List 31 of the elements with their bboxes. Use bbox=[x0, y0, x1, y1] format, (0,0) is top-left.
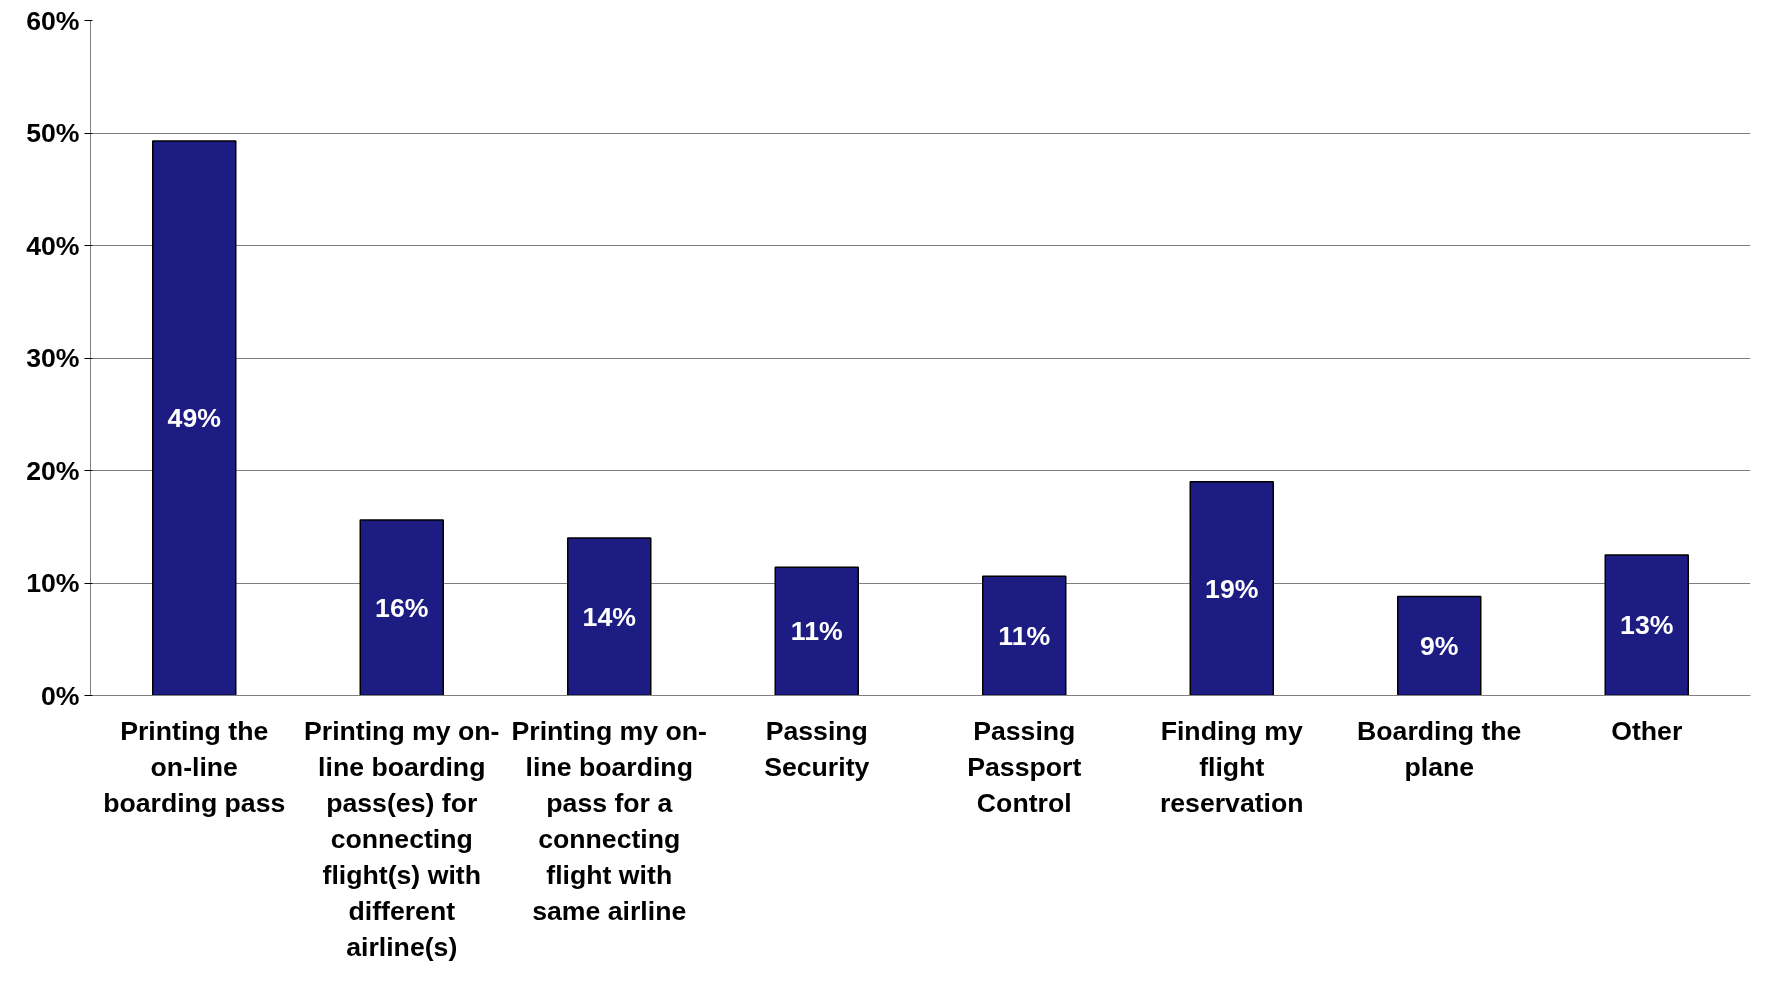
y-tick-label: 0% bbox=[40, 680, 80, 711]
bar bbox=[774, 566, 859, 696]
y-tick-label: 50% bbox=[26, 118, 80, 148]
x-tick-label: Boarding the plane bbox=[1357, 715, 1522, 782]
bar bbox=[567, 537, 652, 696]
bar bbox=[1604, 554, 1689, 696]
data-label: 49% bbox=[167, 403, 221, 434]
bar bbox=[152, 140, 237, 696]
x-tick-label: Printing my on-line boarding pass(es) for connecting flight(s) with different airline(s) bbox=[304, 715, 500, 962]
bar bbox=[1397, 595, 1482, 696]
x-tick-label: Passing Security bbox=[764, 715, 870, 782]
data-label: 19% bbox=[1205, 573, 1259, 604]
x-tick-label: Finding my flight reservation bbox=[1159, 715, 1304, 818]
bar bbox=[982, 575, 1067, 696]
y-tick-label: 40% bbox=[26, 230, 80, 261]
y-tick-label: 20% bbox=[26, 455, 80, 486]
bar bbox=[1189, 481, 1274, 696]
y-tick-label: 10% bbox=[26, 568, 80, 598]
data-label: 13% bbox=[1620, 610, 1674, 641]
data-label: 11% bbox=[790, 616, 843, 647]
bar bbox=[359, 519, 444, 696]
data-label: 11% bbox=[998, 620, 1051, 651]
y-tick-label: 30% bbox=[26, 343, 80, 373]
data-label: 14% bbox=[582, 601, 636, 632]
x-tick-label: Printing the on-line boarding pass bbox=[103, 715, 286, 818]
x-tick-label: Printing my on-line boarding pass for a connecting flight with same airline bbox=[511, 715, 707, 926]
data-label: 9% bbox=[1419, 631, 1459, 661]
x-tick-label: Passing Passport Control bbox=[967, 715, 1082, 818]
y-tick-label: 60% bbox=[26, 5, 80, 36]
data-label: 16% bbox=[375, 592, 429, 623]
x-tick-label: Other bbox=[1611, 715, 1683, 746]
